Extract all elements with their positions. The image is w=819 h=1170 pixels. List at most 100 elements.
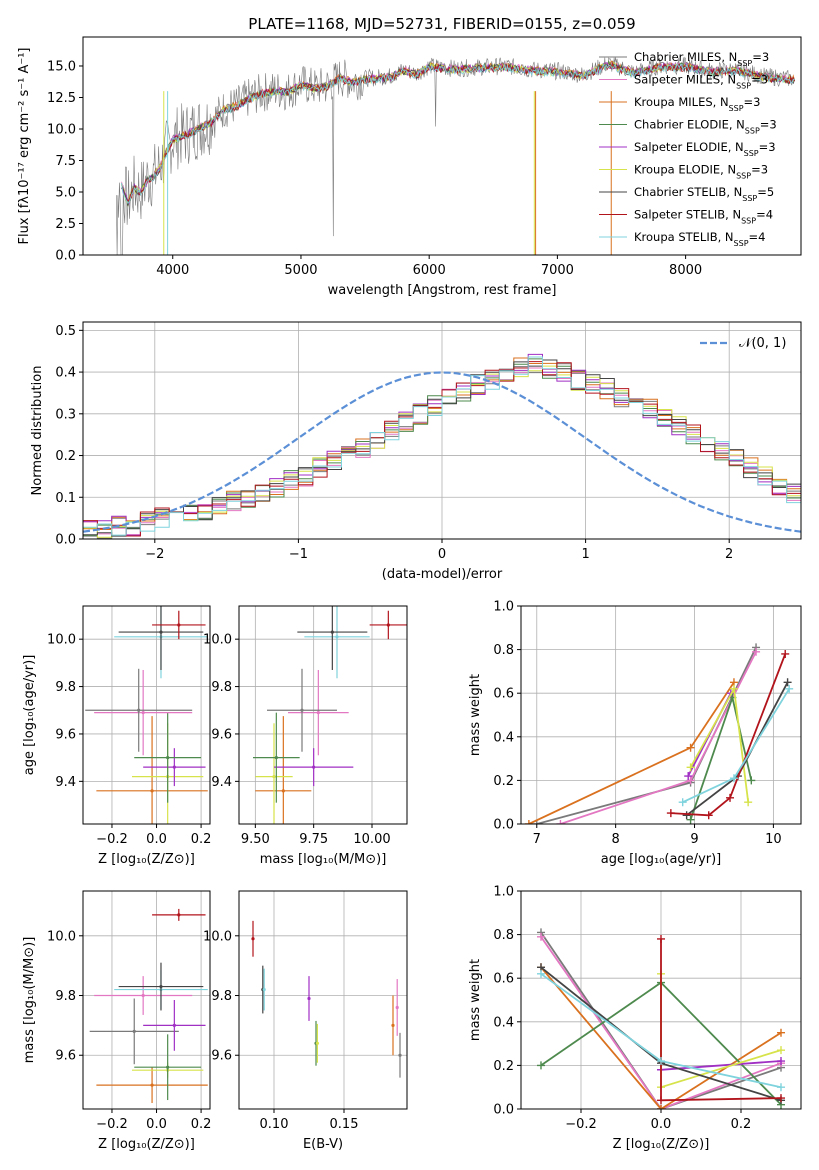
data-point: [307, 996, 311, 1001]
x-tick-label: 10: [765, 832, 782, 847]
y-tick-label: 0.4: [493, 730, 514, 745]
weight-marker: [524, 820, 533, 824]
axes-frame: [238, 890, 408, 1110]
weight-marker: [686, 743, 695, 752]
y-tick-label: 10.0: [203, 929, 232, 944]
y-tick-label: 9.6: [55, 1049, 76, 1064]
legend-entry: Kroupa STELIB, NSSP=4: [634, 230, 765, 248]
legend-entry: Salpeter MILES, NSSP=3: [634, 73, 768, 91]
weight-marker: [684, 772, 693, 781]
y-tick-label: 0.6: [493, 687, 514, 702]
y-tick-label: 0.2: [493, 1059, 514, 1074]
y-tick-label: 0.6: [493, 972, 514, 987]
weight-marker: [666, 809, 675, 818]
data-point: [274, 756, 278, 760]
data-point: [150, 789, 154, 793]
y-tick-label: 5.0: [55, 185, 76, 200]
histogram-s6: [83, 359, 801, 537]
legend-entry: Chabrier STELIB, NSSP=5: [634, 185, 774, 203]
weight-marker: [657, 1096, 665, 1105]
axes-frame: [82, 36, 802, 256]
data-point: [150, 1083, 154, 1087]
weight-marker: [781, 649, 790, 658]
y-tick-label: 1.0: [493, 885, 514, 900]
y-axis-label: Flux [fλ10⁻¹⁷ erg cm⁻² s⁻¹ A⁻¹]: [17, 48, 32, 245]
weight-marker: [777, 1046, 785, 1055]
weight-marker: [686, 763, 695, 772]
x-tick-label: 4000: [156, 263, 189, 278]
y-tick-label: 0.5: [55, 324, 76, 339]
x-axis-label: E(B-V): [303, 1137, 343, 1152]
x-tick-label: 0.2: [191, 1117, 212, 1132]
x-tick-label: 9.75: [299, 832, 328, 847]
axes-frame: [82, 605, 211, 825]
data-point: [330, 630, 334, 634]
legend-entry: Salpeter STELIB, NSSP=4: [634, 208, 773, 226]
weight-line-s7: [670, 653, 787, 817]
plot-area-age_vs_Z: [85, 606, 208, 824]
y-tick-label: 0.8: [493, 928, 514, 943]
weight-marker: [783, 678, 792, 687]
legend-entry: Chabrier MILES, NSSP=3: [634, 50, 769, 68]
x-tick-label: 0.0: [146, 1117, 167, 1132]
plot-area-mass_vs_Z: [89, 908, 208, 1104]
y-tick-label: 0.1: [55, 491, 76, 506]
weight-marker: [682, 811, 691, 820]
x-tick-label: −0.2: [565, 1117, 597, 1132]
x-tick-label: 0: [438, 547, 446, 562]
weight-marker: [704, 811, 713, 820]
weight-marker: [777, 1083, 785, 1092]
x-tick-label: 7000: [541, 263, 574, 278]
y-tick-label: 0.2: [55, 449, 76, 464]
y-tick-label: 0.8: [493, 643, 514, 658]
model-spectrum-s8: [121, 62, 795, 204]
x-tick-label: 2: [725, 547, 733, 562]
weight-marker: [726, 793, 735, 802]
weight-marker: [657, 934, 665, 943]
weight-marker: [747, 776, 756, 785]
weight-marker: [657, 1057, 665, 1066]
data-point: [398, 1053, 402, 1057]
data-point: [141, 711, 145, 715]
y-tick-label: 2.5: [55, 217, 76, 232]
weight-marker: [657, 1105, 665, 1109]
y-tick-label: 10.0: [47, 633, 76, 648]
y-tick-label: 0.2: [493, 774, 514, 789]
data-point: [335, 635, 339, 639]
x-tick-label: −2: [145, 547, 164, 562]
data-point: [159, 984, 163, 989]
plot-area-spectrum: [116, 56, 796, 255]
y-tick-label: 0.0: [55, 533, 76, 548]
y-tick-label: 9.4: [211, 775, 232, 790]
legend-entry: Salpeter ELODIE, NSSP=3: [634, 140, 776, 158]
weight-marker: [729, 684, 738, 693]
data-point: [141, 993, 145, 998]
x-axis-label: wavelength [Angstrom, rest frame]: [328, 283, 557, 298]
y-tick-label: 0.0: [493, 1103, 514, 1118]
data-point: [166, 756, 170, 760]
y-tick-label: 12.5: [47, 91, 76, 106]
weight-marker: [777, 1057, 785, 1066]
data-point: [137, 708, 141, 712]
x-axis-label: age [log₁₀(age/yr)]: [601, 852, 722, 867]
weight-marker: [678, 798, 687, 807]
weight-marker: [686, 776, 695, 785]
data-point: [177, 623, 181, 627]
legend-entry: Kroupa ELODIE, NSSP=3: [634, 163, 768, 181]
x-tick-label: 0.15: [330, 1117, 359, 1132]
weight-line-s2: [540, 966, 782, 1109]
data-point: [312, 765, 316, 769]
x-axis-label: mass [log₁₀(M/M⊙)]: [260, 852, 387, 867]
normal-curve: [83, 371, 801, 533]
y-tick-label: 0.4: [493, 1015, 514, 1030]
legend-entry: Chabrier ELODIE, NSSP=3: [634, 118, 777, 136]
y-tick-label: 7.5: [55, 154, 76, 169]
chart-title: PLATE=1168, MJD=52731, FIBERID=0155, z=0…: [248, 15, 635, 33]
x-tick-label: 8: [612, 832, 620, 847]
y-axis-label: age [log₁₀(age/yr)]: [22, 655, 37, 776]
axes-frame: [520, 605, 802, 825]
x-tick-label: 5000: [284, 263, 317, 278]
x-tick-label: 1: [581, 547, 589, 562]
histogram-s8: [83, 356, 801, 536]
